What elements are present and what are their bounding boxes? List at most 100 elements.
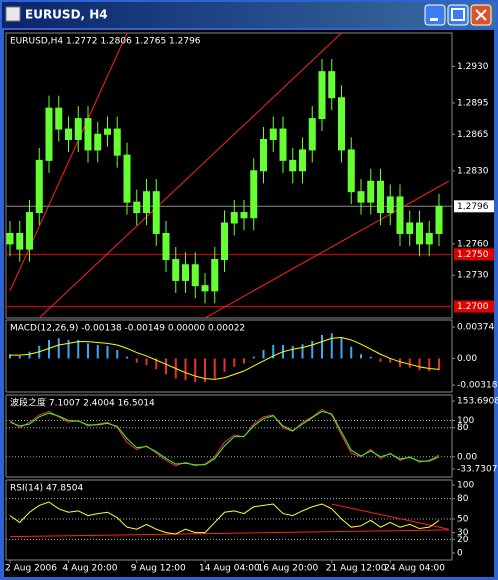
- candle-body: [299, 149, 306, 172]
- histogram-bar: [87, 343, 89, 359]
- window-title: EURUSD, H4: [25, 8, 108, 22]
- panel-frame: [5, 32, 453, 319]
- candle-body: [289, 159, 297, 172]
- trend-line: [38, 33, 342, 318]
- x-tick-label: 24 Aug 04:00: [384, 564, 445, 574]
- trend-line: [331, 503, 449, 530]
- candle-body: [435, 205, 443, 234]
- candle-body: [406, 222, 414, 234]
- series-line: [9, 501, 440, 535]
- y-tick-label: 0.00: [457, 354, 477, 364]
- histogram-bar: [48, 339, 50, 359]
- histogram-bar: [194, 358, 197, 382]
- histogram-bar: [408, 358, 411, 368]
- chart-area: [4, 30, 494, 577]
- candle-body: [45, 107, 53, 161]
- candle-body: [377, 180, 384, 214]
- candle-body: [162, 232, 170, 261]
- y-tick-label: 1.2865: [457, 130, 489, 140]
- panel-frame: [5, 319, 453, 393]
- candle-body: [347, 149, 355, 193]
- y-tick-label: 0: [457, 548, 463, 558]
- histogram-bar: [233, 358, 236, 367]
- candle-body: [367, 180, 375, 203]
- panel-frame: [5, 394, 453, 478]
- y-tick-label: 1.2830: [457, 166, 489, 176]
- histogram-bar: [243, 358, 245, 364]
- histogram-bar: [67, 339, 70, 359]
- candle-body: [318, 71, 326, 120]
- candle-body: [357, 191, 365, 203]
- panel-frame: [5, 479, 453, 561]
- y-tick-label: -0.00318: [457, 381, 498, 391]
- current-price-box: [454, 200, 494, 213]
- current-price-label: 1.2796: [457, 202, 489, 212]
- candle-body: [338, 97, 345, 151]
- histogram-bar: [155, 358, 158, 370]
- y-tick-label: 1.2760: [457, 239, 489, 249]
- candle-body: [201, 285, 209, 292]
- candle-body: [240, 212, 248, 219]
- candle-body: [328, 71, 336, 99]
- candle-body: [152, 191, 160, 234]
- y-tick-label: 0.00374: [457, 323, 494, 333]
- histogram-bar: [291, 345, 294, 359]
- histogram-bar: [321, 334, 323, 359]
- y-tick-label: 20: [457, 535, 469, 545]
- series-line: [10, 336, 440, 380]
- candle-body: [94, 133, 102, 151]
- y-tick-label: 50: [457, 515, 469, 525]
- histogram-bar: [204, 358, 206, 382]
- candle-body: [74, 118, 82, 140]
- y-tick-label: 1.2930: [457, 62, 489, 72]
- y-tick-label: 100: [457, 416, 474, 426]
- histogram-bar: [428, 358, 431, 372]
- candle-body: [172, 259, 180, 281]
- histogram-bar: [116, 350, 119, 359]
- panel-title: RSI(14) 47.8504: [10, 484, 83, 494]
- candle-body: [425, 232, 433, 245]
- histogram-bar: [28, 351, 31, 359]
- x-tick-label: 4 Aug 20:00: [63, 564, 118, 574]
- panel-title: 波段之度 7.1007 2.4004 16.5014: [10, 397, 155, 409]
- y-tick-label: 80: [457, 494, 469, 504]
- close-icon: [475, 9, 487, 21]
- histogram-bar: [262, 350, 265, 359]
- histogram-bar: [418, 358, 421, 371]
- y-tick-label: -33.7307: [457, 464, 497, 474]
- histogram-bar: [330, 333, 333, 359]
- histogram-bar: [9, 354, 11, 359]
- panel-title: EURUSD,H4 1.2772 1.2806 1.2765 1.2796: [10, 37, 201, 47]
- trend-line: [9, 529, 449, 538]
- panel: [6, 33, 452, 318]
- candle-body: [143, 191, 150, 214]
- histogram-bar: [301, 344, 304, 359]
- maximize-icon: [451, 8, 465, 21]
- trend-line: [204, 180, 449, 318]
- candle-body: [26, 212, 33, 250]
- candle-body: [211, 259, 219, 292]
- candle-body: [386, 196, 394, 214]
- candle-body: [182, 264, 189, 281]
- candle-body: [279, 128, 287, 161]
- minimize-button[interactable]: [424, 4, 446, 26]
- histogram-bar: [18, 355, 21, 359]
- series-line: [9, 410, 440, 466]
- histogram-bar: [389, 358, 392, 363]
- candle-body: [230, 212, 238, 224]
- candle-body: [65, 128, 72, 140]
- y-tick-label: 153.6908: [457, 396, 498, 406]
- histogram-bar: [379, 358, 382, 362]
- panel: [6, 498, 452, 540]
- histogram-bar: [57, 338, 60, 359]
- x-tick-label: 16 Aug 20:00: [258, 564, 319, 574]
- level-label: 1.2700: [457, 302, 489, 312]
- window-icon: [5, 6, 21, 22]
- histogram-bar: [77, 339, 80, 359]
- candle-body: [55, 107, 63, 130]
- title-bar: [2, 2, 496, 28]
- candle-body: [113, 128, 121, 156]
- minimize-icon: [430, 18, 438, 21]
- x-tick-label: 14 Aug 04:00: [199, 564, 260, 574]
